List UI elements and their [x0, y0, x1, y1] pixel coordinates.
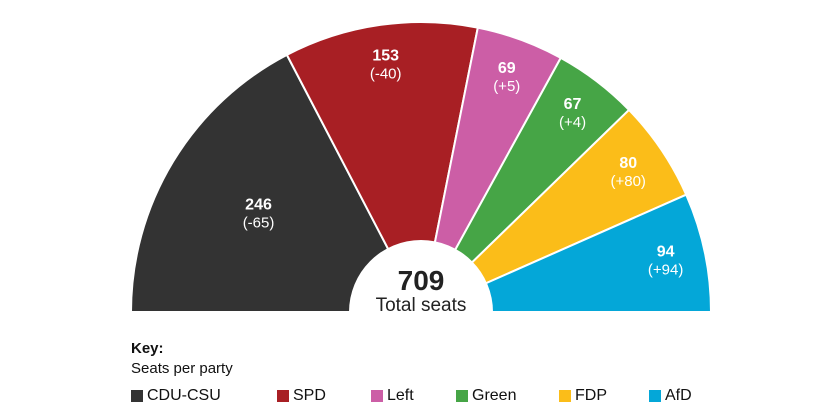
segments-group: [129, 21, 713, 384]
key: Key: Seats per party: [131, 340, 233, 378]
legend-item-left: Left: [371, 387, 414, 405]
legend-label: CDU-CSU: [147, 387, 221, 404]
key-subtitle: Seats per party: [131, 360, 233, 377]
legend-label: Green: [472, 387, 517, 404]
legend-item-fdp: FDP: [559, 387, 607, 405]
seat-value-afd: 94: [657, 243, 675, 260]
total-seats-label: Total seats: [376, 295, 467, 316]
legend-swatch: [649, 390, 661, 402]
legend-swatch: [559, 390, 571, 402]
seat-change-spd: (-40): [370, 66, 402, 83]
legend-item-afd: AfD: [649, 387, 692, 405]
key-title: Key:: [131, 340, 164, 357]
legend-label: SPD: [293, 387, 326, 404]
segment-cdu-csu: [129, 53, 423, 313]
legend-label: Left: [387, 387, 414, 404]
segment-labels-group: 246(-65) 153(-40) 69(+5) 67(+4) 80(+80) 94(+9…: [243, 48, 684, 279]
seat-value-cdu-csu: 246: [245, 196, 272, 213]
seat-value-spd: 153: [372, 48, 399, 65]
legend-swatch: [371, 390, 383, 402]
legend-swatch: [131, 390, 143, 402]
segment-spd: [285, 21, 479, 315]
legend-label: FDP: [575, 387, 607, 404]
seat-change-cdu-csu: (-65): [243, 214, 275, 231]
segment-afd: [420, 193, 713, 313]
center-hole: [349, 240, 493, 384]
seat-value-green: 67: [564, 96, 582, 113]
legend-swatch: [277, 390, 289, 402]
seat-value-left: 69: [498, 60, 516, 77]
legend: CDU-CSU SPD Left Green FDP AfD: [131, 387, 731, 407]
seat-change-afd: (+94): [648, 261, 683, 278]
seat-change-green: (+4): [559, 114, 586, 131]
total-seats-value: 709: [398, 265, 445, 296]
legend-item-cdu-csu: CDU-CSU: [131, 387, 221, 405]
legend-swatch: [456, 390, 468, 402]
legend-item-spd: SPD: [277, 387, 326, 405]
seat-change-fdp: (+80): [610, 173, 645, 190]
legend-label: AfD: [665, 387, 692, 404]
seat-change-left: (+5): [493, 78, 520, 95]
seat-value-fdp: 80: [619, 155, 637, 172]
legend-item-green: Green: [456, 387, 516, 405]
